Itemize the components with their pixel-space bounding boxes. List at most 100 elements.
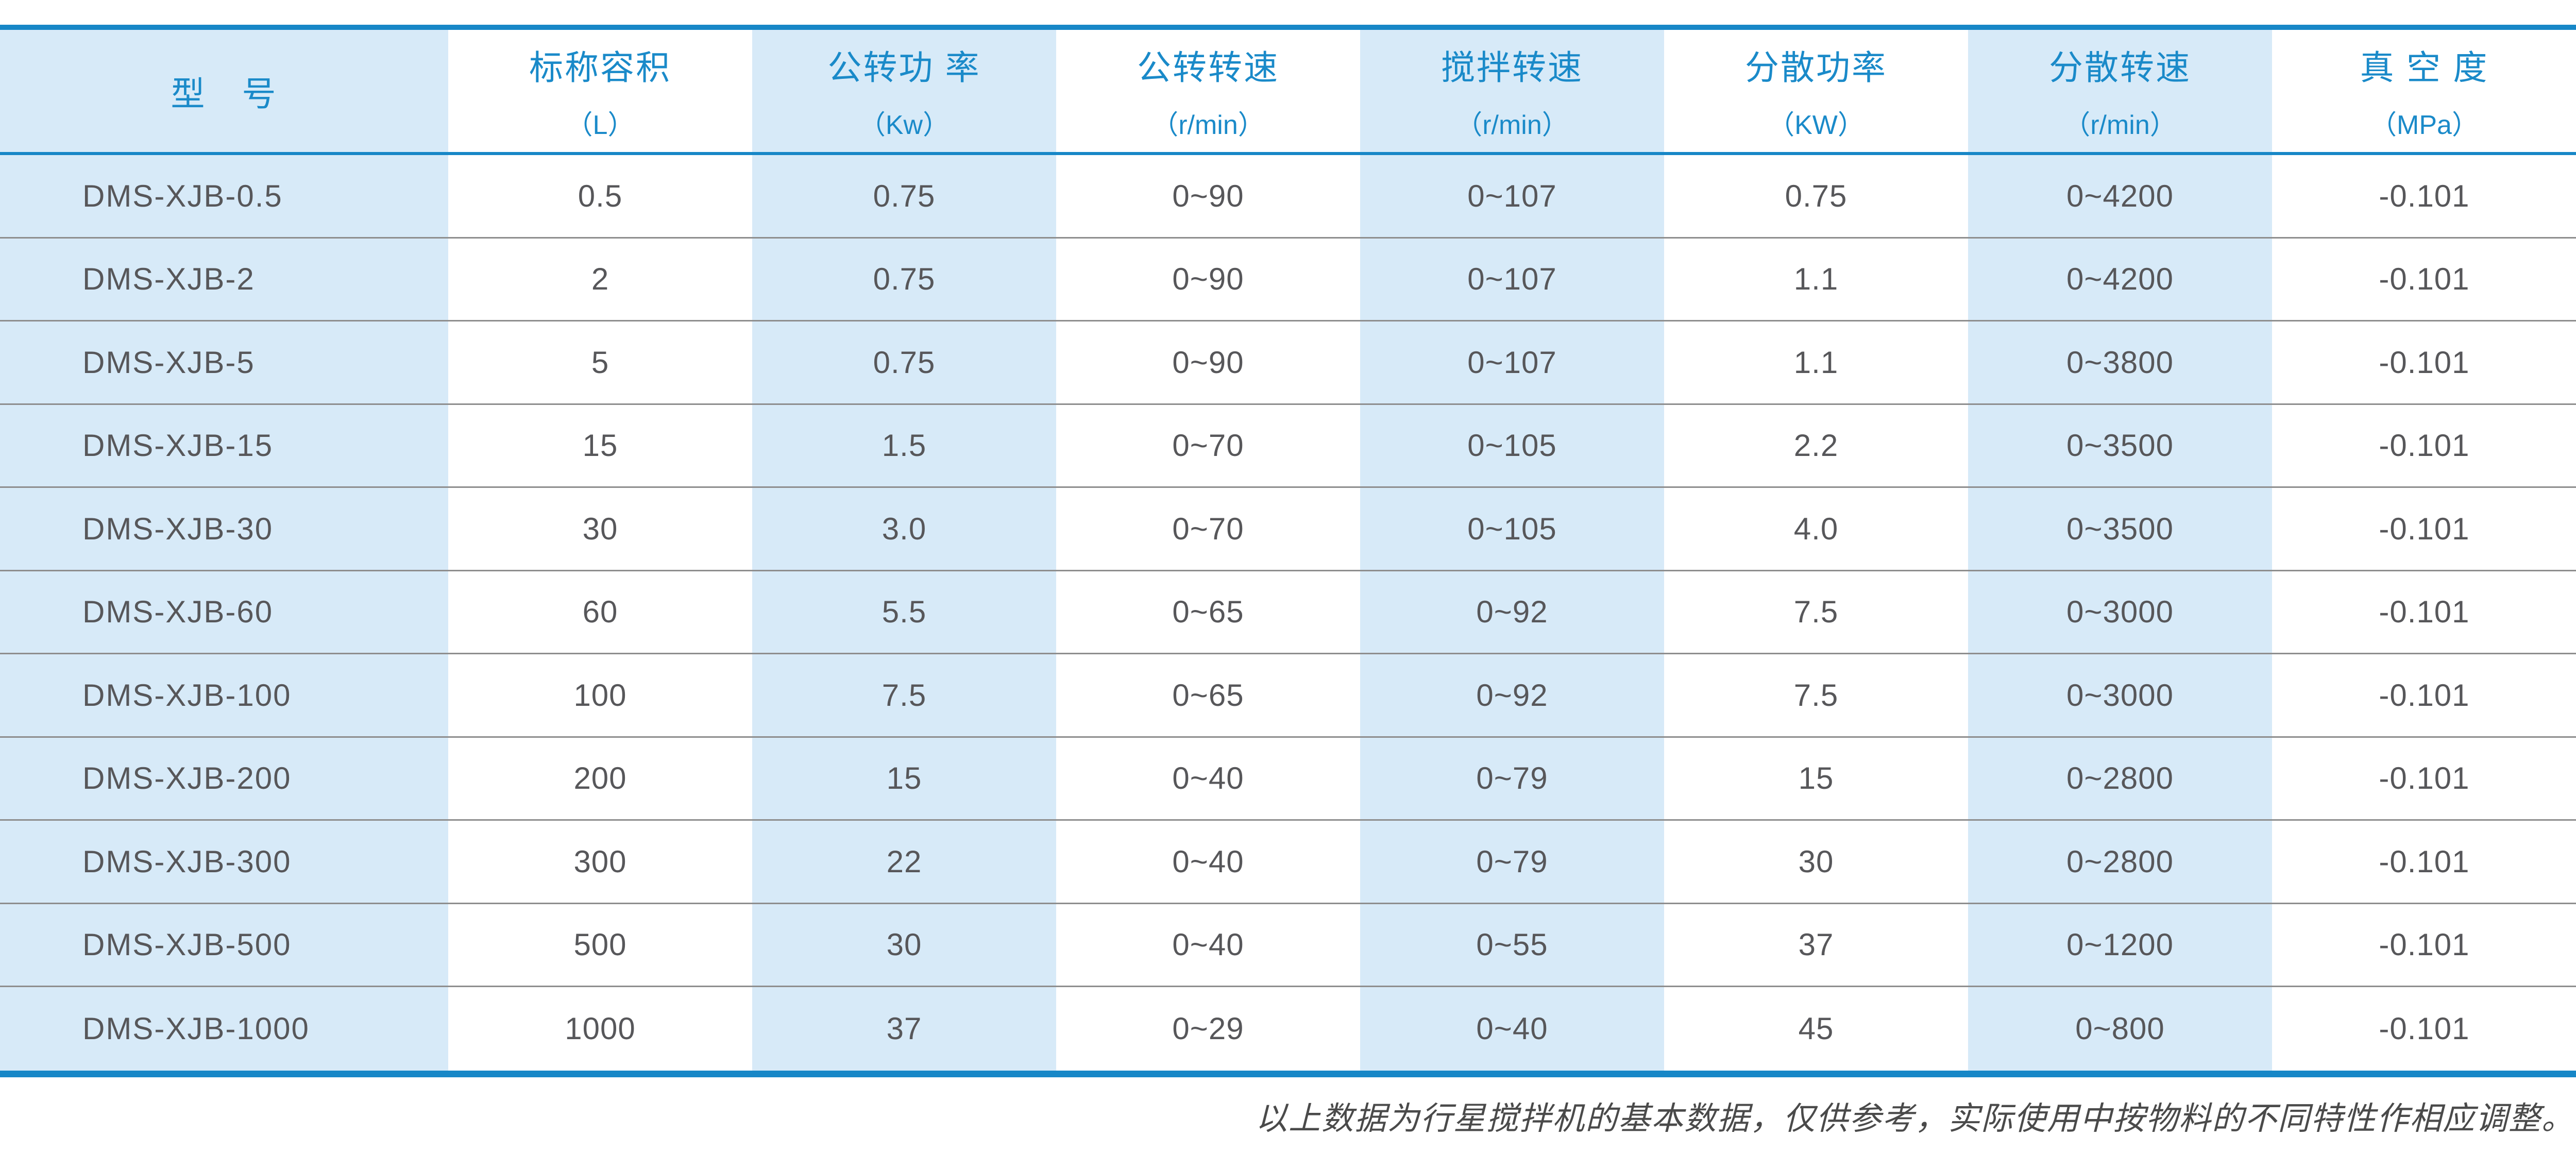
column-header-label: 搅拌转速: [1441, 48, 1583, 87]
cell-nominal-volume: 100: [573, 677, 627, 713]
table-bottom-border: [0, 1070, 2576, 1077]
cell-nominal-volume: 5: [591, 345, 609, 380]
cell-revolution-power: 0.75: [752, 238, 1056, 320]
cell-nominal-volume: 0.5: [578, 178, 623, 213]
cell-model: DMS-XJB-30: [0, 488, 448, 570]
table-row: DMS-XJB-30 30 3.0 0~70 0~105 4.0 0~3500 …: [0, 488, 2576, 571]
cell-revolution-speed: 0~40: [1172, 844, 1244, 879]
cell-stirring-speed: 0~107: [1360, 238, 1664, 320]
cell-dispersion-speed: 0~2800: [1968, 737, 2272, 819]
cell-model: DMS-XJB-15: [0, 404, 448, 486]
cell-vacuum-degree: -0.101: [2379, 428, 2470, 463]
cell-revolution-speed: 0~65: [1172, 677, 1244, 713]
column-header-label: 分散功率: [1745, 48, 1887, 87]
column-header-unit: （Kw）: [858, 110, 950, 140]
column-header-dispersion-speed: 分散转速 （r/min）: [1968, 30, 2272, 152]
cell-model: DMS-XJB-0.5: [0, 155, 448, 237]
table-top-border: [0, 25, 2576, 30]
cell-model: DMS-XJB-100: [0, 654, 448, 736]
table-row: DMS-XJB-15 15 1.5 0~70 0~105 2.2 0~3500 …: [0, 404, 2576, 488]
cell-revolution-power: 22: [752, 821, 1056, 903]
cell-dispersion-power: 30: [1798, 844, 1834, 879]
cell-revolution-speed: 0~70: [1172, 428, 1244, 463]
cell-dispersion-speed: 0~3000: [1968, 654, 2272, 736]
spec-table: 型 号 标称容积 （L） 公转功 率 （Kw） 公转转速 （r/min） 搅拌转…: [0, 30, 2576, 1077]
column-header-unit: （KW）: [1768, 110, 1865, 140]
cell-dispersion-power: 1.1: [1793, 262, 1839, 297]
cell-nominal-volume: 2: [591, 262, 609, 297]
cell-dispersion-speed: 0~4200: [1968, 238, 2272, 320]
disclaimer-note: 以上数据为行星搅拌机的基本数据，仅供参考，实际使用中按物料的不同特性作相应调整。: [1255, 1102, 2574, 1137]
table-row: DMS-XJB-1000 1000 37 0~29 0~40 45 0~800 …: [0, 987, 2576, 1071]
cell-revolution-power: 0.75: [752, 321, 1056, 403]
cell-model: DMS-XJB-2: [0, 238, 448, 320]
cell-dispersion-power: 1.1: [1793, 345, 1839, 380]
cell-dispersion-power: 4.0: [1793, 511, 1839, 546]
table-header-row: 型 号 标称容积 （L） 公转功 率 （Kw） 公转转速 （r/min） 搅拌转…: [0, 30, 2576, 152]
table-row: DMS-XJB-0.5 0.5 0.75 0~90 0~107 0.75 0~4…: [0, 155, 2576, 239]
cell-revolution-power: 0.75: [752, 155, 1056, 237]
table-row: DMS-XJB-100 100 7.5 0~65 0~92 7.5 0~3000…: [0, 654, 2576, 738]
cell-dispersion-speed: 0~3800: [1968, 321, 2272, 403]
column-header-model: 型 号: [0, 30, 448, 152]
cell-dispersion-power: 7.5: [1793, 595, 1839, 630]
column-header-unit: （L）: [566, 110, 635, 140]
cell-vacuum-degree: -0.101: [2379, 345, 2470, 380]
cell-vacuum-degree: -0.101: [2379, 927, 2470, 962]
cell-stirring-speed: 0~92: [1360, 654, 1664, 736]
cell-nominal-volume: 1000: [565, 1011, 636, 1046]
table-row: DMS-XJB-500 500 30 0~40 0~55 37 0~1200 -…: [0, 904, 2576, 987]
cell-dispersion-power: 45: [1798, 1011, 1834, 1046]
cell-vacuum-degree: -0.101: [2379, 511, 2470, 546]
cell-nominal-volume: 15: [582, 428, 618, 463]
column-header-label: 公转功 率: [827, 48, 981, 87]
cell-dispersion-speed: 0~3500: [1968, 404, 2272, 486]
cell-stirring-speed: 0~55: [1360, 904, 1664, 986]
cell-vacuum-degree: -0.101: [2379, 844, 2470, 879]
cell-stirring-speed: 0~79: [1360, 821, 1664, 903]
cell-revolution-speed: 0~90: [1172, 345, 1244, 380]
cell-vacuum-degree: -0.101: [2379, 677, 2470, 713]
cell-model: DMS-XJB-5: [0, 321, 448, 403]
column-header-vacuum-degree: 真 空 度 （MPa）: [2272, 30, 2576, 152]
cell-vacuum-degree: -0.101: [2379, 1011, 2470, 1046]
cell-stirring-speed: 0~40: [1360, 987, 1664, 1071]
column-header-label: 分散转速: [2049, 48, 2191, 87]
column-header-nominal-volume: 标称容积 （L）: [448, 30, 752, 152]
column-header-label: 公转转速: [1137, 48, 1279, 87]
cell-model: DMS-XJB-1000: [0, 987, 448, 1071]
cell-nominal-volume: 500: [573, 927, 627, 962]
column-header-unit: （r/min）: [2063, 110, 2177, 140]
cell-model: DMS-XJB-60: [0, 571, 448, 653]
column-header-stirring-speed: 搅拌转速 （r/min）: [1360, 30, 1664, 152]
cell-dispersion-speed: 0~800: [1968, 987, 2272, 1071]
cell-stirring-speed: 0~105: [1360, 488, 1664, 570]
column-header-label: 真 空 度: [2360, 48, 2489, 87]
cell-dispersion-power: 7.5: [1793, 677, 1839, 713]
cell-dispersion-speed: 0~2800: [1968, 821, 2272, 903]
cell-model: DMS-XJB-300: [0, 821, 448, 903]
cell-vacuum-degree: -0.101: [2379, 178, 2470, 213]
cell-model: DMS-XJB-500: [0, 904, 448, 986]
cell-stirring-speed: 0~92: [1360, 571, 1664, 653]
cell-nominal-volume: 200: [573, 761, 627, 796]
column-header-revolution-speed: 公转转速 （r/min）: [1056, 30, 1360, 152]
cell-dispersion-speed: 0~4200: [1968, 155, 2272, 237]
cell-revolution-power: 1.5: [752, 404, 1056, 486]
cell-nominal-volume: 60: [582, 595, 618, 630]
cell-revolution-speed: 0~40: [1172, 927, 1244, 962]
cell-nominal-volume: 30: [582, 511, 618, 546]
cell-revolution-power: 3.0: [752, 488, 1056, 570]
cell-revolution-speed: 0~70: [1172, 511, 1244, 546]
cell-dispersion-speed: 0~3500: [1968, 488, 2272, 570]
table-row: DMS-XJB-60 60 5.5 0~65 0~92 7.5 0~3000 -…: [0, 571, 2576, 654]
cell-vacuum-degree: -0.101: [2379, 262, 2470, 297]
column-header-unit: （r/min）: [1151, 110, 1265, 140]
table-row: DMS-XJB-5 5 0.75 0~90 0~107 1.1 0~3800 -…: [0, 321, 2576, 405]
cell-stirring-speed: 0~79: [1360, 737, 1664, 819]
cell-nominal-volume: 300: [573, 844, 627, 879]
cell-dispersion-power: 0.75: [1785, 178, 1848, 213]
cell-model: DMS-XJB-200: [0, 737, 448, 819]
column-header-label: 标称容积: [529, 48, 671, 87]
table-row: DMS-XJB-200 200 15 0~40 0~79 15 0~2800 -…: [0, 737, 2576, 821]
